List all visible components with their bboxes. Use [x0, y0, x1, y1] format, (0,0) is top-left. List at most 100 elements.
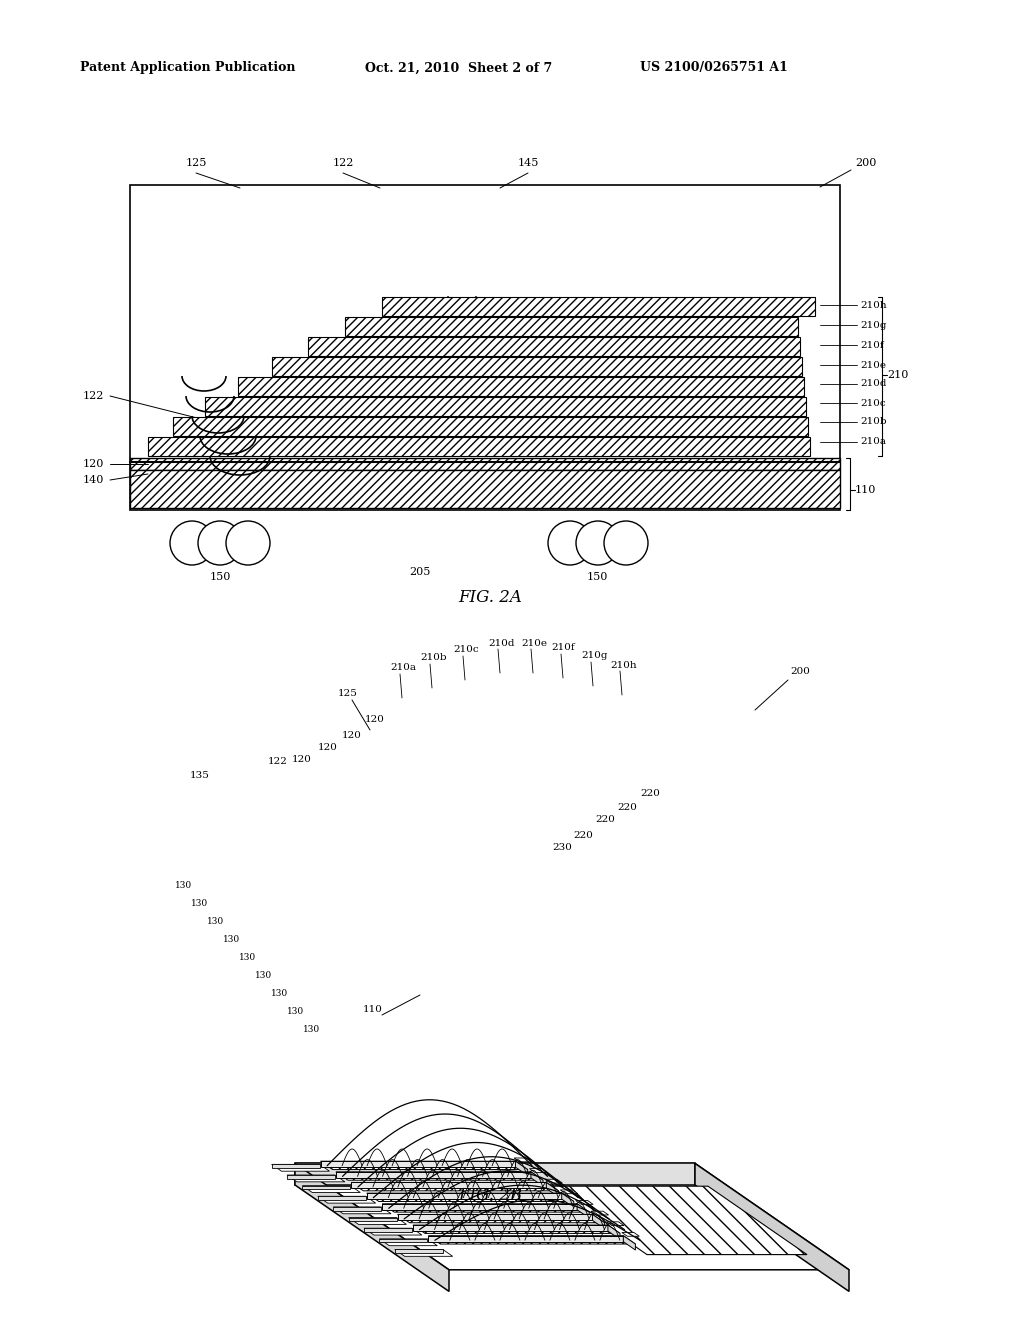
- Text: 130: 130: [303, 1024, 321, 1034]
- Text: 210d: 210d: [860, 380, 887, 388]
- Bar: [308, 337, 800, 356]
- Bar: [382, 297, 815, 315]
- Text: 210b: 210b: [860, 417, 887, 426]
- Polygon shape: [321, 1162, 527, 1170]
- Bar: [130, 458, 840, 470]
- Polygon shape: [606, 1222, 624, 1225]
- Polygon shape: [548, 1187, 807, 1254]
- Text: 130: 130: [207, 916, 224, 925]
- Text: 120: 120: [365, 715, 385, 725]
- Polygon shape: [380, 1239, 427, 1242]
- Bar: [130, 185, 840, 510]
- Text: 130: 130: [191, 899, 208, 908]
- Text: 150: 150: [209, 572, 230, 582]
- Text: 220: 220: [573, 830, 593, 840]
- Polygon shape: [413, 1225, 608, 1232]
- Polygon shape: [624, 1236, 636, 1250]
- Text: 210e: 210e: [521, 639, 547, 648]
- Text: 210a: 210a: [390, 664, 416, 672]
- Circle shape: [198, 521, 242, 565]
- Polygon shape: [348, 1217, 396, 1221]
- Text: 122: 122: [268, 758, 288, 767]
- Polygon shape: [530, 1172, 543, 1187]
- Text: 130: 130: [271, 989, 288, 998]
- Polygon shape: [367, 1193, 562, 1199]
- Text: 210c: 210c: [453, 645, 478, 655]
- Polygon shape: [382, 1204, 589, 1212]
- Text: 125: 125: [185, 158, 207, 168]
- Text: 140: 140: [83, 475, 104, 484]
- Polygon shape: [333, 1206, 381, 1210]
- Text: 210h: 210h: [610, 660, 637, 669]
- Polygon shape: [578, 1204, 589, 1218]
- Polygon shape: [295, 1163, 695, 1185]
- Polygon shape: [575, 1201, 593, 1204]
- Text: 230: 230: [552, 843, 571, 853]
- Text: US 2100/0265751 A1: US 2100/0265751 A1: [640, 62, 787, 74]
- Text: 210d: 210d: [488, 639, 514, 648]
- Text: 210a: 210a: [860, 437, 886, 446]
- Text: 145: 145: [517, 158, 539, 168]
- Polygon shape: [295, 1163, 449, 1291]
- Circle shape: [604, 521, 648, 565]
- Text: 210f: 210f: [551, 644, 574, 652]
- Text: 210g: 210g: [581, 652, 607, 660]
- Text: Oct. 21, 2010  Sheet 2 of 7: Oct. 21, 2010 Sheet 2 of 7: [365, 62, 552, 74]
- Text: 220: 220: [617, 804, 637, 813]
- Bar: [173, 417, 808, 436]
- Text: 210e: 210e: [860, 360, 886, 370]
- Text: 210g: 210g: [860, 321, 887, 330]
- Text: 110: 110: [855, 484, 877, 495]
- Polygon shape: [562, 1193, 573, 1208]
- Circle shape: [548, 521, 592, 565]
- Text: 210: 210: [887, 370, 908, 380]
- Polygon shape: [395, 1250, 442, 1253]
- Polygon shape: [695, 1163, 849, 1291]
- Polygon shape: [302, 1185, 350, 1189]
- Text: 210h: 210h: [860, 301, 887, 309]
- Polygon shape: [321, 1162, 515, 1167]
- Bar: [345, 317, 798, 337]
- Polygon shape: [348, 1217, 407, 1225]
- Polygon shape: [591, 1212, 608, 1214]
- Text: 120: 120: [292, 755, 312, 764]
- Text: 130: 130: [175, 880, 193, 890]
- Polygon shape: [529, 1168, 547, 1172]
- Polygon shape: [351, 1183, 546, 1188]
- Text: 150: 150: [587, 572, 607, 582]
- Bar: [148, 437, 810, 455]
- Text: 200: 200: [855, 158, 877, 168]
- Text: 120: 120: [83, 459, 104, 469]
- Text: 220: 220: [595, 816, 614, 825]
- Polygon shape: [395, 1250, 453, 1257]
- Text: 210f: 210f: [860, 341, 884, 350]
- Polygon shape: [545, 1179, 562, 1183]
- Polygon shape: [336, 1172, 543, 1180]
- Polygon shape: [593, 1214, 604, 1229]
- Polygon shape: [413, 1225, 620, 1233]
- Polygon shape: [397, 1214, 593, 1221]
- Polygon shape: [287, 1175, 345, 1181]
- Circle shape: [170, 521, 214, 565]
- Text: 120: 120: [342, 730, 361, 739]
- Text: 110: 110: [362, 1006, 383, 1015]
- Polygon shape: [336, 1172, 530, 1177]
- Polygon shape: [428, 1236, 624, 1242]
- Polygon shape: [514, 1158, 531, 1162]
- Text: 210c: 210c: [860, 399, 886, 408]
- Polygon shape: [287, 1175, 335, 1179]
- Polygon shape: [560, 1189, 578, 1193]
- Circle shape: [575, 521, 620, 565]
- Text: 200: 200: [790, 668, 810, 676]
- Polygon shape: [397, 1214, 604, 1222]
- Text: 125: 125: [338, 689, 357, 697]
- Polygon shape: [295, 1163, 849, 1270]
- Polygon shape: [364, 1228, 422, 1236]
- Text: 135: 135: [190, 771, 210, 780]
- Text: 130: 130: [239, 953, 256, 961]
- Text: FIG. 2A: FIG. 2A: [458, 590, 522, 606]
- Polygon shape: [271, 1164, 319, 1168]
- Polygon shape: [546, 1183, 558, 1197]
- Polygon shape: [515, 1162, 527, 1176]
- Bar: [238, 378, 804, 396]
